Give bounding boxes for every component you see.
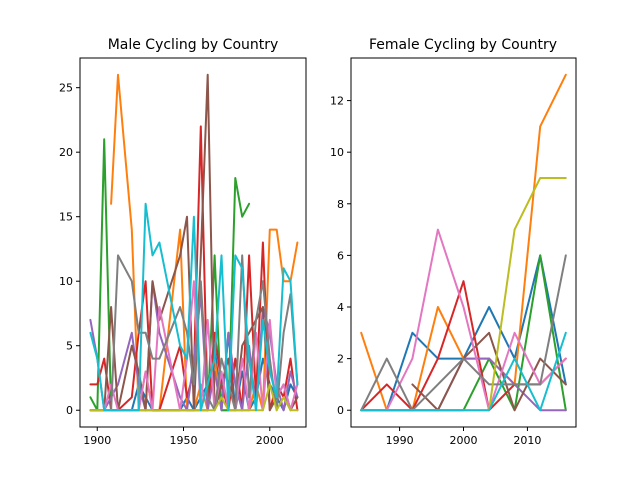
male-y-tick-label: 0 (66, 404, 73, 417)
male-y-tick-label: 15 (59, 211, 73, 224)
female-x-tick-label: 2000 (450, 434, 478, 447)
female-y-tick-label: 2 (337, 353, 344, 366)
male-series-line-8 (89, 254, 299, 412)
female-series-layer (360, 73, 567, 412)
male-chart-title: Male Cycling by Country (108, 37, 279, 53)
female-y-tick-label: 10 (330, 146, 344, 159)
male-y-tick-label: 25 (59, 82, 73, 95)
female-y-tick-label: 12 (330, 95, 344, 108)
female-y-tick-label: 4 (337, 301, 344, 314)
female-series-line-8 (360, 254, 567, 412)
female-plot-frame (350, 57, 577, 428)
male-cycling-chart: Male Cycling by Country 1900 1950 2000 0 5 10… (59, 37, 307, 447)
male-series-layer (89, 73, 299, 412)
female-y-tick-label: 6 (337, 249, 344, 262)
male-y-tick-label: 20 (59, 146, 73, 159)
female-series-line-7 (360, 228, 567, 412)
male-plot-frame (79, 57, 307, 428)
female-series-line-10 (360, 331, 567, 412)
male-x-tick-label: 1950 (170, 434, 198, 447)
male-tick-layer: 1900 1950 2000 0 5 10 15 20 25 (59, 82, 284, 447)
male-y-tick-label: 10 (59, 275, 73, 288)
male-x-tick-label: 2000 (256, 434, 284, 447)
female-x-tick-label: 2010 (513, 434, 541, 447)
male-x-tick-label: 1900 (83, 434, 111, 447)
female-x-tick-label: 1990 (386, 434, 414, 447)
male-series-line-10 (89, 202, 299, 412)
male-y-tick-label: 5 (66, 340, 73, 353)
female-y-tick-label: 8 (337, 198, 344, 211)
female-tick-layer: 1990 2000 2010 0 2 4 6 8 10 12 (330, 95, 541, 447)
female-cycling-chart: Female Cycling by Country 1990 2000 2010 0 2… (330, 37, 577, 447)
female-y-tick-label: 0 (337, 404, 344, 417)
female-chart-title: Female Cycling by Country (369, 37, 557, 53)
